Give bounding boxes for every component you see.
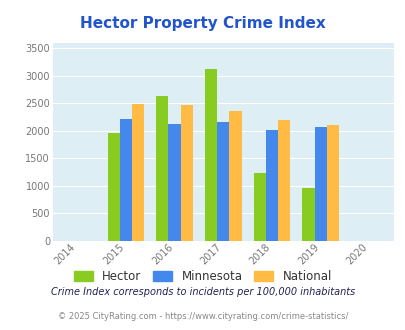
- Legend: Hector, Minnesota, National: Hector, Minnesota, National: [69, 265, 336, 287]
- Bar: [314, 127, 326, 241]
- Bar: [156, 96, 168, 241]
- Text: © 2025 CityRating.com - https://www.cityrating.com/crime-statistics/: © 2025 CityRating.com - https://www.city…: [58, 312, 347, 321]
- Bar: [277, 120, 290, 241]
- Bar: [205, 69, 217, 241]
- Bar: [229, 111, 241, 241]
- Bar: [265, 130, 277, 241]
- Bar: [326, 125, 338, 241]
- Bar: [132, 104, 144, 241]
- Bar: [302, 188, 314, 241]
- Bar: [180, 105, 192, 241]
- Text: Crime Index corresponds to incidents per 100,000 inhabitants: Crime Index corresponds to incidents per…: [51, 287, 354, 297]
- Bar: [217, 121, 229, 241]
- Text: Hector Property Crime Index: Hector Property Crime Index: [80, 16, 325, 31]
- Bar: [168, 124, 180, 241]
- Bar: [253, 173, 265, 241]
- Bar: [107, 133, 119, 241]
- Bar: [119, 119, 132, 241]
